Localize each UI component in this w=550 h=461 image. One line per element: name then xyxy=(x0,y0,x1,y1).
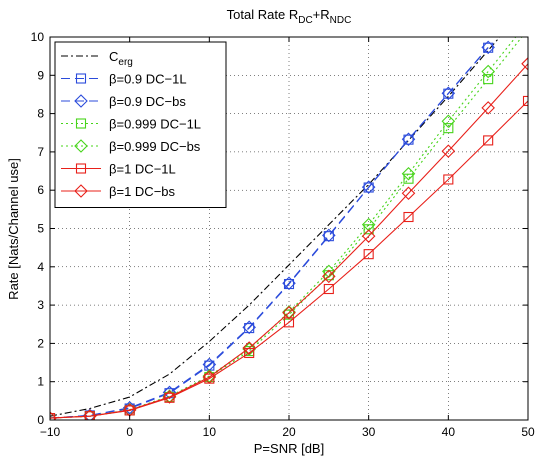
x-tick-label: 10 xyxy=(203,425,217,439)
data-point xyxy=(322,264,336,279)
data-point xyxy=(361,180,376,194)
y-tick-label: 7 xyxy=(37,145,44,159)
data-point xyxy=(481,40,495,55)
data-point xyxy=(443,174,454,185)
series-line xyxy=(50,37,501,417)
series-6 xyxy=(50,57,528,420)
x-tick-label: 0 xyxy=(126,425,133,439)
data-point xyxy=(283,317,295,328)
y-tick-label: 5 xyxy=(37,222,44,236)
data-point xyxy=(162,385,177,400)
data-point xyxy=(524,25,533,34)
data-point xyxy=(441,114,456,129)
series-line xyxy=(50,63,528,419)
data-point xyxy=(441,86,456,101)
legend-label: β=1 DC−bs xyxy=(109,184,176,199)
data-point xyxy=(242,320,256,335)
series-0 xyxy=(50,37,501,417)
y-axis-label: Rate [Nats/Channel use] xyxy=(6,158,21,300)
data-point xyxy=(483,42,494,53)
data-point xyxy=(522,95,528,107)
data-point xyxy=(361,229,376,243)
x-tick-label: −10 xyxy=(40,425,61,439)
data-point xyxy=(441,144,456,158)
legend-marker xyxy=(74,184,88,198)
y-tick-label: 10 xyxy=(31,30,45,44)
legend-marker xyxy=(75,73,87,84)
data-point xyxy=(521,57,528,71)
legend-label: β=0.999 DC−1L xyxy=(109,117,201,132)
data-point xyxy=(401,166,416,181)
title-mid: +R xyxy=(313,7,330,22)
legend-marker xyxy=(75,118,87,129)
data-point xyxy=(50,411,57,420)
title-main: Total Rate R xyxy=(227,7,299,22)
data-point xyxy=(363,249,374,260)
data-point xyxy=(522,16,534,28)
legend-marker xyxy=(74,94,88,108)
data-point xyxy=(443,123,454,134)
x-axis-label: P=SNR [dB] xyxy=(254,441,324,456)
data-point xyxy=(323,283,334,295)
y-tick-label: 2 xyxy=(37,336,44,350)
legend-label: Cerg xyxy=(109,49,133,68)
legend-marker xyxy=(74,139,88,153)
data-point xyxy=(83,409,97,420)
data-point xyxy=(242,341,256,355)
data-point xyxy=(483,74,494,85)
legend-label: β=1 DC−1L xyxy=(109,162,176,177)
legend-label: β=0.9 DC−1L xyxy=(109,72,187,87)
data-point xyxy=(363,182,374,193)
y-tick-label: 4 xyxy=(37,260,44,274)
series-line xyxy=(50,46,489,419)
data-point xyxy=(242,342,256,356)
legend-label: β=0.999 DC−bs xyxy=(109,139,201,154)
x-tick-label: 20 xyxy=(282,425,296,439)
y-tick-label: 8 xyxy=(37,107,44,121)
data-point xyxy=(282,305,296,320)
legend-marker xyxy=(75,163,87,174)
y-tick-label: 9 xyxy=(37,68,44,82)
chart-title: Total Rate RDC+RNDC xyxy=(227,7,352,26)
legend: Cerg β=0.9 DC−1L β=0.9 DC−bs β=0.999 DC−1L β… xyxy=(54,41,227,208)
x-tick-label: 50 xyxy=(521,425,535,439)
data-point xyxy=(403,134,414,145)
series-layer xyxy=(50,16,534,420)
data-point xyxy=(401,186,416,201)
data-point xyxy=(483,135,494,146)
title-sub-dc: DC xyxy=(298,15,312,26)
data-point xyxy=(202,370,217,384)
legend-label: β=0.9 DC−bs xyxy=(109,94,186,109)
data-point xyxy=(322,228,336,243)
data-point xyxy=(481,64,495,79)
x-tick-label: 40 xyxy=(442,425,456,439)
y-tick-label: 3 xyxy=(37,298,44,312)
data-point xyxy=(162,390,177,404)
legend-box xyxy=(54,41,227,208)
y-tick-label: 6 xyxy=(37,183,44,197)
y-tick-label: 0 xyxy=(37,413,44,427)
y-tick-label: 1 xyxy=(37,375,44,389)
data-point xyxy=(282,276,296,291)
data-point xyxy=(403,211,414,223)
data-point xyxy=(401,132,416,147)
data-point xyxy=(322,269,336,284)
data-point xyxy=(443,88,454,99)
x-tick-label: 30 xyxy=(362,425,376,439)
title-sub-ndc: NDC xyxy=(330,15,352,26)
data-point xyxy=(481,101,495,115)
